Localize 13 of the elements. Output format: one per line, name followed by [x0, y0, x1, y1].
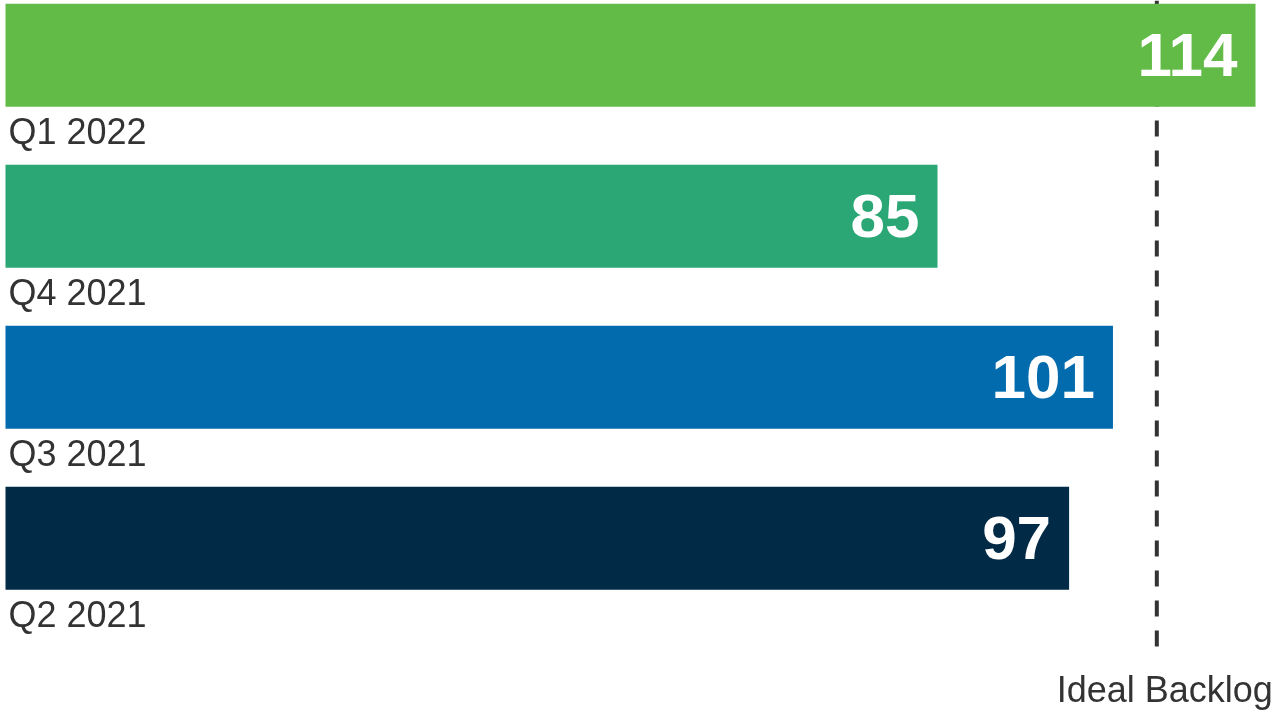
y-tick-label: Q2 2021: [8, 593, 147, 635]
bar: [5, 486, 1070, 590]
y-tick-label: Q1 2022: [8, 110, 147, 152]
data-label: 114: [1137, 20, 1239, 90]
data-label: 97: [982, 503, 1052, 573]
data-label: 85: [850, 181, 920, 251]
data-label: 101: [991, 342, 1095, 412]
y-tick-label: Q4 2021: [8, 271, 147, 313]
bar: [5, 164, 938, 268]
bar: [5, 3, 1256, 107]
bar: [5, 325, 1113, 429]
ref-line-label: Ideal Backlog: [1056, 668, 1273, 710]
y-tick-label: Q3 2021: [8, 432, 147, 474]
